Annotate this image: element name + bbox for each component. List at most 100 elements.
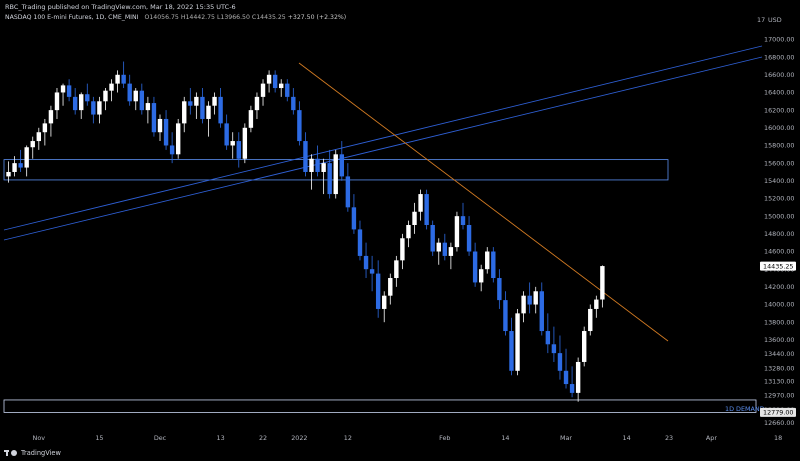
downtrend-line[interactable]: [298, 62, 669, 342]
symbol-legend[interactable]: NASDAQ 100 E-mini Futures, 1D, CME_MINI O…: [5, 14, 346, 21]
candle[interactable]: [497, 269, 502, 309]
candle[interactable]: [321, 158, 326, 195]
candle[interactable]: [375, 260, 381, 318]
candle[interactable]: [66, 79, 72, 102]
candle[interactable]: [533, 286, 538, 314]
candle[interactable]: [400, 233, 405, 270]
candle[interactable]: [327, 149, 332, 199]
candle[interactable]: [515, 308, 520, 376]
candle[interactable]: [115, 70, 120, 93]
candle[interactable]: [60, 83, 66, 106]
candle[interactable]: [369, 255, 375, 292]
candle[interactable]: [303, 132, 308, 177]
candle[interactable]: [169, 132, 175, 164]
candle[interactable]: [6, 161, 11, 183]
candle[interactable]: [194, 92, 199, 119]
candle[interactable]: [309, 154, 314, 190]
candle[interactable]: [333, 149, 338, 199]
candle[interactable]: [442, 233, 448, 261]
candle[interactable]: [363, 242, 369, 279]
candle[interactable]: [218, 88, 223, 128]
candle[interactable]: [236, 132, 241, 168]
tradingview-logo[interactable]: TradingView: [4, 447, 61, 459]
candle[interactable]: [430, 220, 435, 256]
candle[interactable]: [454, 211, 460, 252]
candle[interactable]: [182, 96, 187, 133]
candle[interactable]: [133, 88, 138, 111]
candle[interactable]: [97, 96, 102, 124]
candle[interactable]: [545, 313, 551, 354]
candle[interactable]: [54, 88, 60, 119]
candle[interactable]: [121, 61, 126, 89]
candle[interactable]: [18, 149, 23, 172]
candle[interactable]: [72, 88, 78, 115]
candle[interactable]: [48, 105, 54, 137]
candle[interactable]: [279, 79, 284, 97]
candle[interactable]: [230, 132, 235, 159]
candle[interactable]: [345, 163, 351, 212]
candle[interactable]: [36, 127, 41, 150]
candle[interactable]: [103, 88, 108, 111]
candle[interactable]: [175, 118, 181, 159]
candle[interactable]: [139, 83, 145, 115]
candle[interactable]: [527, 282, 532, 314]
candle[interactable]: [478, 264, 484, 292]
candle[interactable]: [260, 79, 266, 106]
candle[interactable]: [85, 83, 90, 106]
candle[interactable]: [224, 114, 229, 150]
candle[interactable]: [315, 145, 320, 177]
candle[interactable]: [424, 189, 429, 230]
candle[interactable]: [563, 348, 569, 389]
candle[interactable]: [569, 366, 575, 398]
candle[interactable]: [588, 304, 593, 336]
candle[interactable]: [109, 79, 114, 102]
candle[interactable]: [212, 92, 217, 115]
candle[interactable]: [351, 194, 357, 234]
candle[interactable]: [600, 265, 605, 308]
candle[interactable]: [12, 156, 17, 177]
candle[interactable]: [291, 88, 296, 115]
candle[interactable]: [394, 255, 399, 287]
candle[interactable]: [242, 123, 248, 164]
candle[interactable]: [551, 326, 557, 362]
demand-zone[interactable]: [3, 399, 757, 413]
candle[interactable]: [582, 326, 587, 367]
candle[interactable]: [188, 88, 193, 115]
candle[interactable]: [145, 96, 151, 124]
candle[interactable]: [594, 295, 599, 318]
candle[interactable]: [521, 291, 526, 323]
candle[interactable]: [357, 220, 363, 261]
candle[interactable]: [557, 335, 563, 380]
candle[interactable]: [485, 247, 490, 274]
candle[interactable]: [272, 70, 278, 93]
candle[interactable]: [339, 141, 344, 181]
candle[interactable]: [472, 242, 478, 287]
candle[interactable]: [127, 74, 132, 106]
candle[interactable]: [285, 79, 290, 102]
candle[interactable]: [436, 238, 441, 265]
time-axis[interactable]: Nov 15 Dec 13 22 2022 12 Feb 14 Mar 14 23 Apr 18: [33, 434, 783, 442]
candle[interactable]: [30, 136, 35, 159]
candle[interactable]: [460, 202, 466, 230]
candle[interactable]: [466, 216, 472, 256]
candle[interactable]: [200, 88, 205, 124]
candle[interactable]: [42, 118, 48, 146]
candle[interactable]: [503, 291, 508, 336]
candle[interactable]: [448, 242, 454, 270]
candle[interactable]: [206, 101, 211, 137]
candle[interactable]: [406, 220, 411, 248]
price-axis[interactable]: USD 17000.00 16800.00 16600.00 16400.00 16200…: [757, 16, 796, 427]
candle[interactable]: [539, 282, 544, 336]
channel-upper-line[interactable]: [3, 45, 763, 231]
candle[interactable]: [79, 92, 84, 119]
candle[interactable]: [24, 145, 29, 177]
candle[interactable]: [266, 70, 272, 93]
candle[interactable]: [382, 291, 387, 323]
candle[interactable]: [91, 96, 96, 124]
candle[interactable]: [388, 273, 393, 305]
channel-lower-line[interactable]: [3, 56, 763, 241]
candle[interactable]: [575, 357, 581, 402]
candle[interactable]: [151, 96, 157, 137]
candle[interactable]: [509, 317, 514, 376]
